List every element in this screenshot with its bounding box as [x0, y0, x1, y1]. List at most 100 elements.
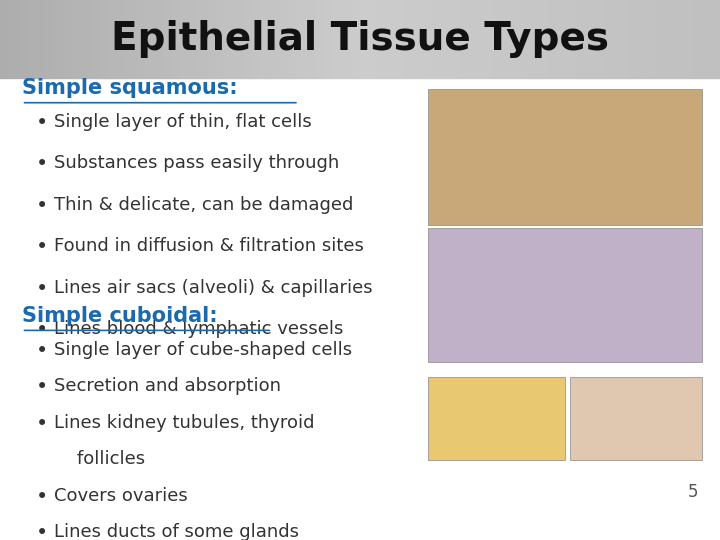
Bar — [450, 0, 459, 78]
Bar — [306, 0, 315, 78]
Bar — [261, 0, 270, 78]
Text: •: • — [36, 279, 48, 299]
Text: •: • — [36, 341, 48, 361]
Bar — [414, 0, 423, 78]
Bar — [378, 0, 387, 78]
Bar — [27, 0, 36, 78]
Text: •: • — [36, 113, 48, 133]
Text: •: • — [36, 377, 48, 397]
Text: Covers ovaries: Covers ovaries — [54, 487, 188, 504]
Bar — [549, 0, 558, 78]
Text: Substances pass easily through: Substances pass easily through — [54, 154, 339, 172]
Bar — [171, 0, 180, 78]
Bar — [513, 0, 522, 78]
Bar — [288, 0, 297, 78]
Bar — [270, 0, 279, 78]
Bar — [396, 0, 405, 78]
Bar — [117, 0, 126, 78]
Bar — [666, 0, 675, 78]
Bar — [477, 0, 486, 78]
FancyBboxPatch shape — [428, 228, 702, 362]
Text: Simple squamous:: Simple squamous: — [22, 78, 237, 98]
Text: Thin & delicate, can be damaged: Thin & delicate, can be damaged — [54, 196, 354, 214]
Text: •: • — [36, 196, 48, 216]
Bar — [360, 0, 369, 78]
Bar — [423, 0, 432, 78]
Bar — [657, 0, 666, 78]
Bar — [612, 0, 621, 78]
Bar — [459, 0, 468, 78]
Bar — [0, 0, 9, 78]
Text: •: • — [36, 487, 48, 507]
Bar — [198, 0, 207, 78]
Text: •: • — [36, 523, 48, 540]
Bar — [522, 0, 531, 78]
Bar — [621, 0, 630, 78]
Bar — [99, 0, 108, 78]
Text: Simple cuboidal:: Simple cuboidal: — [22, 306, 217, 326]
Bar — [279, 0, 288, 78]
Bar — [369, 0, 378, 78]
Bar — [342, 0, 351, 78]
Text: Epithelial Tissue Types: Epithelial Tissue Types — [111, 20, 609, 58]
Bar — [225, 0, 234, 78]
Bar — [405, 0, 414, 78]
Bar — [162, 0, 171, 78]
Bar — [576, 0, 585, 78]
Bar — [495, 0, 504, 78]
Bar — [486, 0, 495, 78]
Bar — [531, 0, 540, 78]
Bar — [432, 0, 441, 78]
Text: 5: 5 — [688, 483, 698, 501]
Bar — [189, 0, 198, 78]
Bar — [36, 0, 45, 78]
Bar — [180, 0, 189, 78]
Bar — [567, 0, 576, 78]
Bar — [252, 0, 261, 78]
Text: Secretion and absorption: Secretion and absorption — [54, 377, 281, 395]
Bar — [144, 0, 153, 78]
Bar — [81, 0, 90, 78]
Bar — [126, 0, 135, 78]
Bar — [603, 0, 612, 78]
Bar — [18, 0, 27, 78]
Text: •: • — [36, 320, 48, 340]
FancyBboxPatch shape — [428, 89, 702, 225]
Bar — [234, 0, 243, 78]
Bar — [648, 0, 657, 78]
Bar — [9, 0, 18, 78]
Bar — [216, 0, 225, 78]
Bar — [90, 0, 99, 78]
Bar — [630, 0, 639, 78]
Bar — [639, 0, 648, 78]
Bar — [72, 0, 81, 78]
Text: •: • — [36, 414, 48, 434]
FancyBboxPatch shape — [570, 377, 702, 461]
Bar — [153, 0, 162, 78]
Bar — [540, 0, 549, 78]
Bar — [504, 0, 513, 78]
Bar — [693, 0, 702, 78]
Bar — [441, 0, 450, 78]
Text: Single layer of cube-shaped cells: Single layer of cube-shaped cells — [54, 341, 352, 359]
Bar — [243, 0, 252, 78]
Bar — [594, 0, 603, 78]
Text: Lines air sacs (alveoli) & capillaries: Lines air sacs (alveoli) & capillaries — [54, 279, 373, 297]
Bar — [387, 0, 396, 78]
Bar — [711, 0, 720, 78]
Bar — [684, 0, 693, 78]
Bar — [45, 0, 54, 78]
Bar — [333, 0, 342, 78]
Text: •: • — [36, 237, 48, 257]
Text: Found in diffusion & filtration sites: Found in diffusion & filtration sites — [54, 237, 364, 255]
Bar — [54, 0, 63, 78]
Bar — [207, 0, 216, 78]
Bar — [558, 0, 567, 78]
Text: Lines blood & lymphatic vessels: Lines blood & lymphatic vessels — [54, 320, 343, 338]
Text: Lines ducts of some glands: Lines ducts of some glands — [54, 523, 299, 540]
Text: Lines kidney tubules, thyroid: Lines kidney tubules, thyroid — [54, 414, 315, 431]
Text: •: • — [36, 154, 48, 174]
Bar — [675, 0, 684, 78]
Bar — [135, 0, 144, 78]
Bar — [702, 0, 711, 78]
